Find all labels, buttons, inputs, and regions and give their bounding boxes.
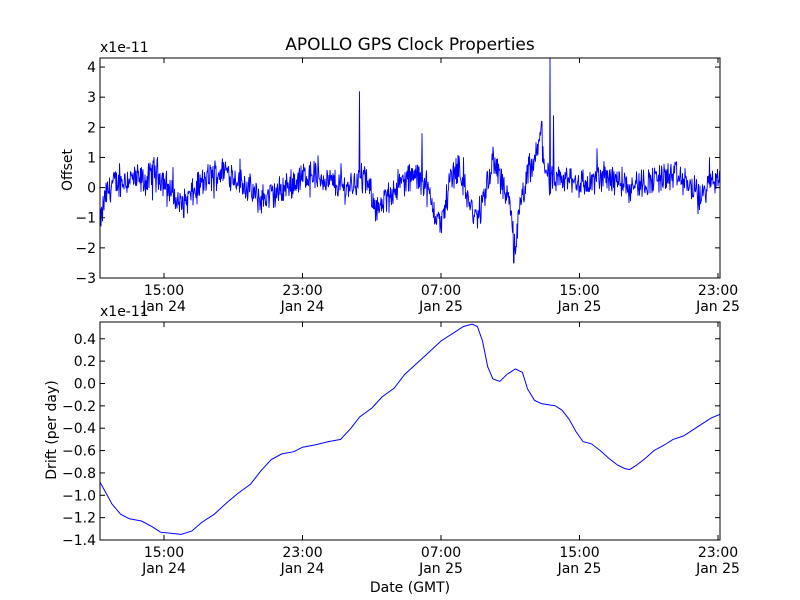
offset-scale-label: x1e-11	[100, 40, 149, 56]
x-tick-label-date: Jan 25	[418, 561, 463, 577]
x-tick-label-time: 23:00	[282, 545, 322, 561]
x-tick-label-time: 23:00	[698, 283, 738, 299]
x-tick-label-date: Jan 24	[280, 299, 325, 315]
drift-scale-label: x1e-11	[100, 304, 149, 320]
y-tick-label: 0	[87, 181, 96, 197]
x-tick-label-date: Jan 25	[418, 299, 463, 315]
y-tick-label: −1	[75, 211, 96, 227]
x-tick-label-time: 23:00	[698, 545, 738, 561]
y-tick-label: −0.4	[62, 421, 96, 437]
axes-frame	[99, 57, 721, 279]
y-tick-label: 4	[87, 60, 96, 76]
y-tick-label: 3	[87, 90, 96, 106]
x-tick-label-date: Jan 25	[695, 299, 740, 315]
y-tick-label: 1	[87, 150, 96, 166]
y-tick-label: 0.0	[74, 376, 96, 392]
y-tick-label: −1.4	[62, 533, 96, 549]
y-tick-label: 0.2	[74, 354, 96, 370]
x-tick-label-date: Jan 24	[141, 299, 186, 315]
x-tick-label-time: 07:00	[421, 545, 461, 561]
y-tick-label: −0.2	[62, 399, 96, 415]
x-tick-label-date: Jan 25	[695, 561, 740, 577]
offset-ylabel: Offset	[60, 148, 76, 191]
x-tick-label-time: 15:00	[559, 545, 599, 561]
y-tick-label: −3	[75, 271, 96, 287]
x-axis-label: Date (GMT)	[370, 580, 450, 596]
x-tick-label-time: 07:00	[421, 283, 461, 299]
drift-panel: x1e-11 Drift (per day) −1.4−1.2−1.0−0.8−…	[44, 304, 740, 577]
y-tick-label: −1.0	[62, 488, 96, 504]
series-line-drift	[100, 323, 720, 535]
chart-title: APOLLO GPS Clock Properties	[285, 35, 535, 55]
x-tick-label-time: 15:00	[559, 283, 599, 299]
y-tick-label: 2	[87, 120, 96, 136]
y-tick-label: 0.4	[74, 332, 96, 348]
series-line-offset	[100, 58, 720, 264]
x-tick-label-date: Jan 24	[280, 561, 325, 577]
x-tick-label-time: 15:00	[144, 283, 184, 299]
x-tick-label-date: Jan 25	[557, 299, 602, 315]
x-tick-label-date: Jan 24	[141, 561, 186, 577]
y-tick-label: −0.6	[62, 444, 96, 460]
y-tick-label: −2	[75, 241, 96, 257]
drift-plot-area: −1.4 −1.2 −1.0 −0.8 −0.6 −0.4 −0.2 0.0 0.2 0.4 15:…	[62, 321, 740, 577]
axes-frame	[99, 321, 721, 541]
x-tick-label-date: Jan 25	[557, 561, 602, 577]
y-tick-label: −1.2	[62, 511, 96, 527]
drift-ylabel: Drift (per day)	[44, 380, 60, 479]
x-tick-label-time: 15:00	[144, 545, 184, 561]
x-tick-label-time: 23:00	[282, 283, 322, 299]
y-tick-label: −0.8	[62, 466, 96, 482]
